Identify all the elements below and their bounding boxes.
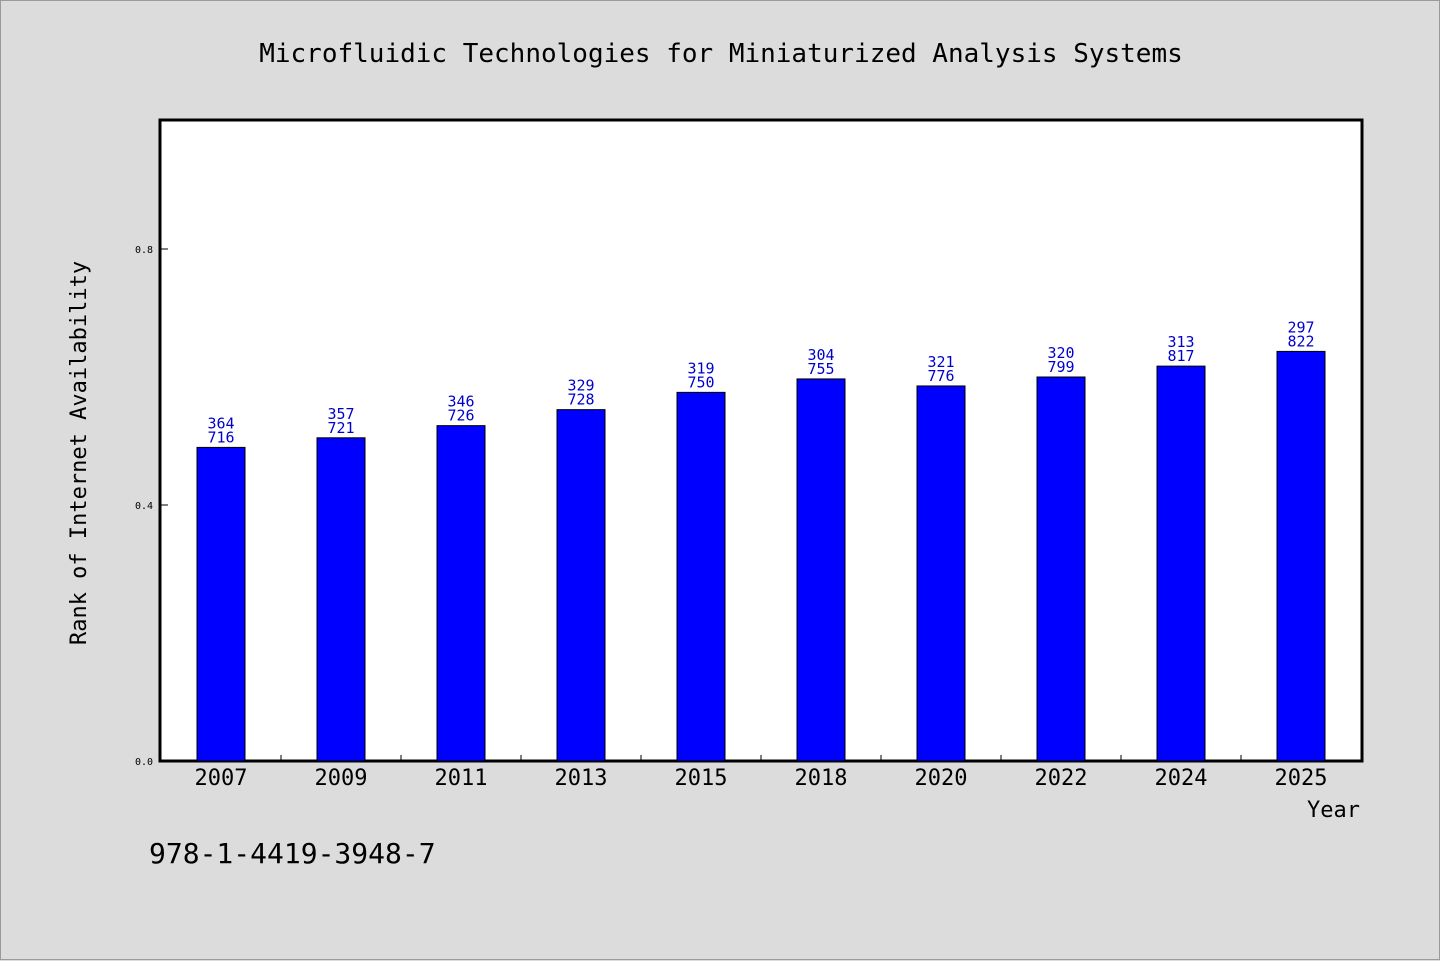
bar-2009: [316, 437, 366, 762]
bar-2024: [1156, 365, 1206, 762]
y-tick-label: 0.4: [135, 501, 153, 512]
data-label-top: 329: [567, 377, 594, 395]
data-label-bottom: 716: [207, 428, 234, 446]
x-tick-label: 2009: [315, 766, 368, 791]
x-tick-label: 2011: [435, 766, 488, 791]
data-label-bottom: 817: [1167, 347, 1194, 365]
data-label-bottom: 799: [1047, 358, 1074, 376]
data-label-top: 321: [927, 353, 954, 371]
data-label-top: 319: [687, 359, 714, 377]
x-axis: 2007 2009 2011 2013 2015 2018 2020 2022 2024 2025: [195, 755, 1328, 791]
x-tick-label: 2013: [555, 766, 608, 791]
y-axis-label: Rank of Internet Availability: [67, 261, 92, 645]
data-label-bottom: 776: [927, 367, 954, 385]
chart-title: Microfluidic Technologies for Miniaturiz…: [259, 39, 1183, 69]
data-label-top: 313: [1167, 333, 1194, 351]
x-tick-label: 2020: [915, 766, 968, 791]
bar-2018: [796, 378, 846, 762]
data-label-bottom: 726: [447, 407, 474, 425]
x-tick-label: 2015: [675, 766, 728, 791]
data-label-top: 357: [327, 405, 354, 423]
bar-2013: [556, 409, 606, 762]
data-label-top: 364: [207, 414, 234, 432]
data-label-top: 304: [807, 346, 834, 364]
data-label-top: 297: [1287, 318, 1314, 336]
y-tick-label: 0.8: [135, 245, 153, 256]
data-label-bottom: 721: [327, 419, 354, 437]
y-tick-label: 0.0: [135, 757, 153, 768]
bar-2007: [196, 446, 246, 762]
bar-2025: [1276, 350, 1326, 762]
x-axis-label: Year: [1307, 798, 1360, 823]
data-label-bottom: 822: [1287, 332, 1314, 350]
isbn-text: 978-1-4419-3948-7: [149, 837, 436, 870]
bar-2022: [1036, 376, 1086, 762]
y-axis: 0.0 0.4 0.8: [135, 245, 168, 768]
x-tick-label: 2007: [195, 766, 248, 791]
x-tick-label: 2018: [795, 766, 848, 791]
data-label-bottom: 750: [687, 373, 714, 391]
x-tick-label: 2022: [1035, 766, 1088, 791]
bar-2015: [676, 391, 726, 762]
x-tick-label: 2024: [1155, 766, 1208, 791]
bar-2011: [436, 425, 486, 762]
x-tick-label: 2025: [1275, 766, 1328, 791]
bar-series: [196, 350, 1326, 762]
data-label-bottom: 755: [807, 360, 834, 378]
data-label-top: 320: [1047, 344, 1074, 362]
bar-2020: [916, 385, 966, 762]
data-label-bottom: 728: [567, 391, 594, 409]
data-label-top: 346: [447, 393, 474, 411]
